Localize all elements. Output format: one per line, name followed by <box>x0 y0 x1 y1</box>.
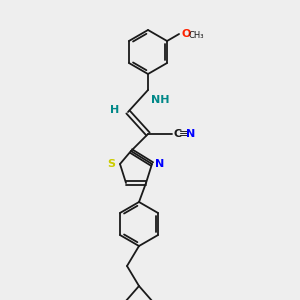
Text: ≡: ≡ <box>179 129 188 139</box>
Text: H: H <box>110 105 119 115</box>
Text: C: C <box>173 129 181 139</box>
Text: N: N <box>186 129 195 139</box>
Text: CH₃: CH₃ <box>188 31 204 40</box>
Text: N: N <box>155 159 164 169</box>
Text: NH: NH <box>151 95 170 105</box>
Text: O: O <box>181 29 190 39</box>
Text: S: S <box>107 159 115 169</box>
